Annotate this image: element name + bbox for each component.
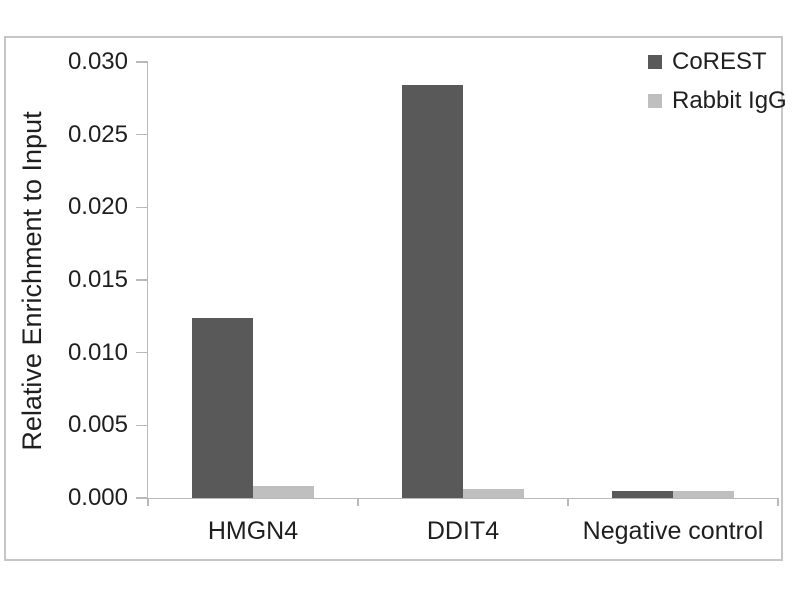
y-tick-mark bbox=[136, 61, 148, 63]
legend-label-rabbit-igg: Rabbit IgG bbox=[672, 87, 787, 114]
y-tick-mark bbox=[136, 279, 148, 281]
bar-rabbit-igg-ddit4 bbox=[463, 489, 524, 498]
x-tick-mark bbox=[777, 498, 779, 506]
y-tick-label: 0.020 bbox=[67, 193, 128, 221]
x-tick-mark bbox=[357, 498, 359, 506]
legend-item-rabbit-igg: Rabbit IgG bbox=[648, 87, 787, 115]
bar-corest-negative-control bbox=[612, 491, 673, 498]
category-label-negative-control: Negative control bbox=[582, 517, 764, 545]
bar-rabbit-igg-hmgn4 bbox=[253, 486, 314, 498]
y-tick-label: 0.010 bbox=[67, 338, 128, 366]
y-tick-mark bbox=[136, 351, 148, 354]
y-tick-mark bbox=[136, 133, 148, 136]
category-label-hmgn4: HMGN4 bbox=[207, 517, 299, 545]
y-tick-label: 0.030 bbox=[67, 48, 128, 75]
bar-corest-hmgn4 bbox=[192, 318, 253, 498]
y-tick-label: 0.000 bbox=[67, 484, 128, 511]
x-tick-mark bbox=[567, 498, 569, 506]
y-axis-line bbox=[146, 62, 148, 500]
x-axis-line bbox=[148, 497, 778, 499]
y-tick-mark bbox=[136, 424, 148, 427]
bar-rabbit-igg-negative-control bbox=[673, 491, 734, 498]
legend-item-corest: CoREST bbox=[648, 48, 787, 76]
y-tick-label: 0.015 bbox=[67, 266, 128, 293]
y-tick-label: 0.025 bbox=[67, 120, 128, 148]
y-tick-mark bbox=[136, 497, 148, 499]
y-axis-title: Relative Enrichment to Input bbox=[17, 111, 47, 451]
corest-swatch-icon bbox=[648, 55, 662, 69]
category-label-ddit4: DDIT4 bbox=[426, 517, 500, 545]
chart-frame bbox=[4, 36, 783, 561]
legend-label-corest: CoREST bbox=[672, 48, 767, 75]
y-tick-mark bbox=[136, 206, 148, 209]
x-tick-mark bbox=[147, 498, 149, 506]
rabbit-igg-swatch-icon bbox=[648, 94, 662, 108]
y-tick-label: 0.005 bbox=[67, 411, 128, 439]
bar-corest-ddit4 bbox=[402, 85, 463, 498]
legend: CoREST Rabbit IgG bbox=[648, 48, 787, 126]
